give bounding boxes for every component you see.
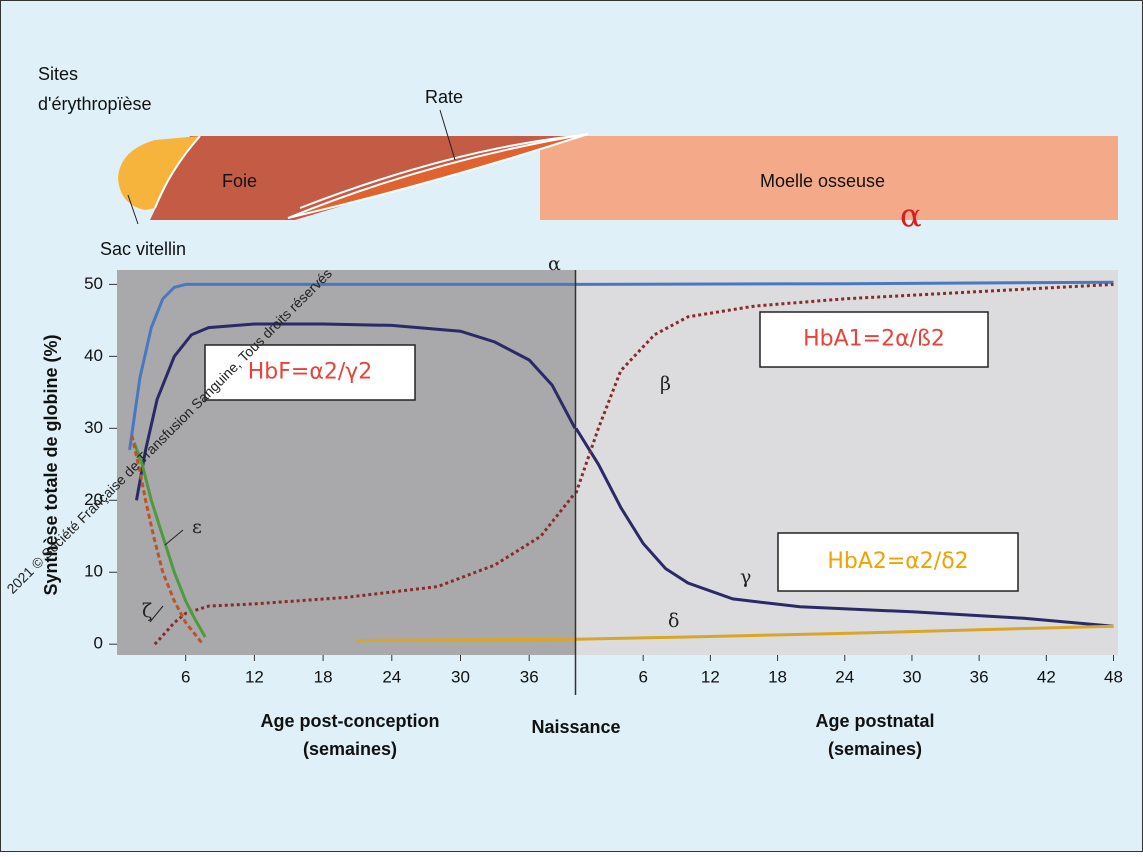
x-axis-label: Age postnatal bbox=[815, 711, 934, 731]
series-label: δ bbox=[668, 610, 679, 632]
annotation: HbA1=2α/ß2 bbox=[803, 327, 945, 352]
figure: Sites d'érythropïèse Rate Foie Moelle os… bbox=[0, 0, 1143, 852]
y-tick-label: 10 bbox=[84, 562, 103, 581]
x-tick-label: 24 bbox=[382, 667, 401, 686]
yolk-label: Sac vitellin bbox=[100, 239, 186, 259]
series-label: α bbox=[548, 253, 561, 275]
band-title: Sites bbox=[38, 64, 78, 84]
x-axis-label: (semaines) bbox=[303, 739, 397, 759]
marrow-label: Moelle osseuse bbox=[760, 171, 885, 191]
x-tick-label: 24 bbox=[835, 667, 854, 686]
birth-label: Naissance bbox=[531, 717, 620, 737]
y-tick-label: 30 bbox=[84, 418, 103, 437]
liver-label: Foie bbox=[222, 171, 257, 191]
marker: α bbox=[900, 197, 922, 235]
x-tick-label: 30 bbox=[451, 667, 470, 686]
y-tick-label: 40 bbox=[84, 346, 103, 365]
x-tick-label: 18 bbox=[768, 667, 787, 686]
x-tick-label: 30 bbox=[902, 667, 921, 686]
x-tick-label: 36 bbox=[970, 667, 989, 686]
x-tick-label: 12 bbox=[701, 667, 720, 686]
x-tick-label: 18 bbox=[314, 667, 333, 686]
x-tick-label: 12 bbox=[245, 667, 264, 686]
x-tick-label: 36 bbox=[520, 667, 539, 686]
y-tick-label: 50 bbox=[84, 274, 103, 293]
x-tick-label: 6 bbox=[181, 667, 190, 686]
x-axis-label: (semaines) bbox=[828, 739, 922, 759]
spleen-label: Rate bbox=[425, 87, 463, 107]
x-tick-label: 42 bbox=[1037, 667, 1056, 686]
x-tick-label: 6 bbox=[638, 667, 647, 686]
series-label: ζ bbox=[142, 600, 152, 622]
x-tick-label: 48 bbox=[1104, 667, 1123, 686]
series-label: ε bbox=[192, 516, 202, 538]
x-axis-label: Age post-conception bbox=[261, 711, 440, 731]
annotation: HbA2=α2/δ2 bbox=[827, 549, 968, 574]
band-title: d'érythropïèse bbox=[38, 94, 152, 114]
series-label: β bbox=[660, 373, 671, 395]
annotation: HbF=α2/γ2 bbox=[248, 360, 373, 385]
curve bbox=[356, 639, 575, 640]
y-tick-label: 0 bbox=[94, 634, 103, 653]
series-label: γ bbox=[740, 566, 751, 588]
